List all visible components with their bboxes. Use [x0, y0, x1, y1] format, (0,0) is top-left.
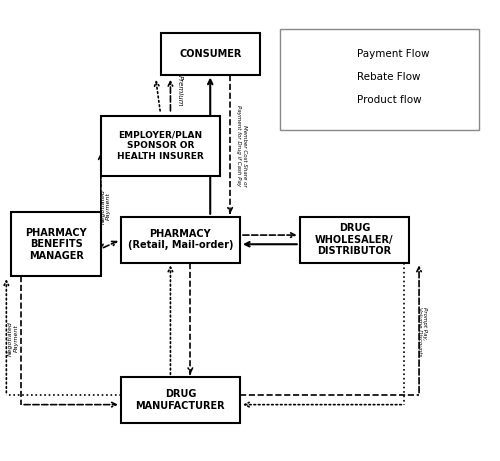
Bar	[300, 217, 409, 263]
Text: PHARMACY
BENEFITS
MANAGER: PHARMACY BENEFITS MANAGER	[26, 228, 87, 261]
Text: CONSUMER: CONSUMER	[179, 49, 242, 59]
Text: DRUG
MANUFACTURER: DRUG MANUFACTURER	[136, 389, 225, 411]
Text: Negotiated
Payment: Negotiated Payment	[100, 189, 111, 224]
Text: Negotiated
Payment: Negotiated Payment	[8, 321, 18, 355]
Text: Rebate Flow: Rebate Flow	[357, 72, 420, 82]
Bar	[120, 377, 240, 423]
Bar	[101, 116, 220, 176]
Bar	[12, 212, 101, 276]
Text: Member Cost Share or
Payment for Drug if Cash Pay: Member Cost Share or Payment for Drug if…	[236, 105, 247, 186]
Text: Prompt Pay,
Volume Discounts: Prompt Pay, Volume Discounts	[416, 307, 428, 356]
Text: DRUG
WHOLESALER/
DISTRIBUTOR: DRUG WHOLESALER/ DISTRIBUTOR	[315, 223, 394, 256]
Text: EMPLOYER/PLAN
SPONSOR OR
HEALTH INSURER: EMPLOYER/PLAN SPONSOR OR HEALTH INSURER	[117, 131, 204, 160]
Bar	[280, 29, 478, 130]
Bar	[120, 217, 240, 263]
Text: Product flow: Product flow	[357, 95, 422, 105]
Text: Premium: Premium	[176, 75, 182, 106]
Bar	[160, 34, 260, 75]
Text: Payment Flow: Payment Flow	[357, 49, 430, 59]
Text: PHARMACY
(Retail, Mail-order): PHARMACY (Retail, Mail-order)	[128, 229, 233, 250]
